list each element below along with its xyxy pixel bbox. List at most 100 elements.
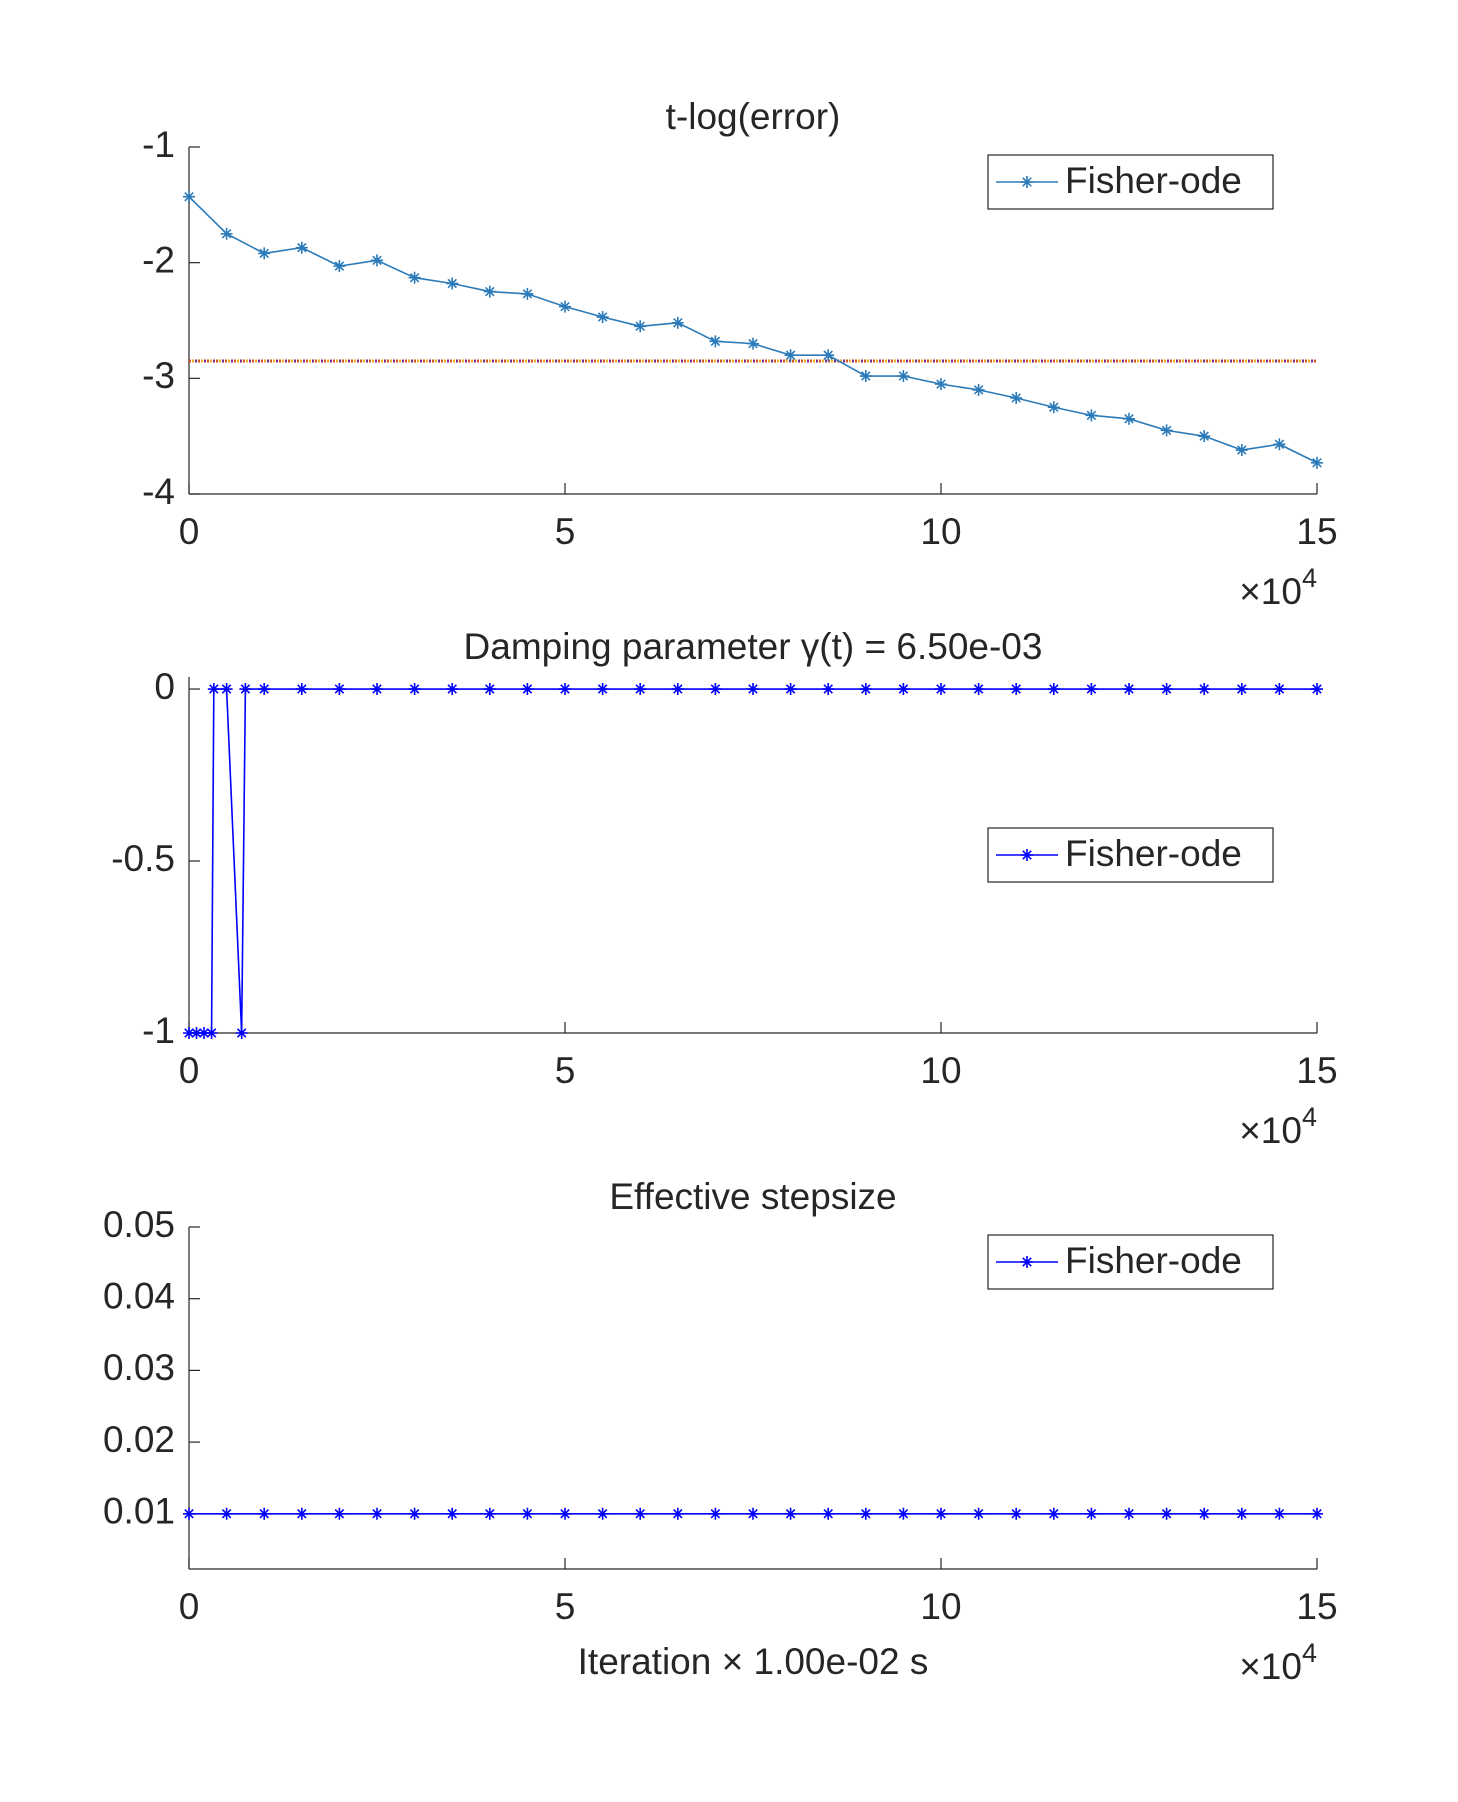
legend-label: Fisher-ode	[1065, 160, 1242, 201]
data-marker	[859, 683, 872, 696]
data-marker	[408, 1507, 421, 1520]
y-tick-label: -1	[142, 124, 175, 165]
data-marker	[747, 683, 759, 696]
y-tick-label: -4	[142, 471, 175, 512]
data-marker	[596, 683, 609, 696]
data-marker	[408, 271, 421, 284]
data-marker	[1047, 1507, 1060, 1520]
data-marker	[1123, 1507, 1135, 1520]
data-marker	[1047, 683, 1060, 696]
data-marker	[1235, 1507, 1248, 1520]
data-marker	[822, 1507, 835, 1520]
x-tick-label: 10	[920, 1586, 961, 1627]
data-marker	[897, 1507, 910, 1520]
data-marker	[1198, 1507, 1211, 1520]
data-marker	[483, 683, 496, 696]
data-marker	[1085, 1507, 1098, 1520]
multiplier-exponent: 4	[1302, 1638, 1317, 1668]
x-axis-label: Iteration × 1.00e-02 s	[578, 1641, 929, 1682]
data-marker	[371, 1507, 383, 1520]
data-marker	[1273, 683, 1286, 696]
x-tick-label: 0	[179, 1050, 200, 1091]
data-marker	[207, 683, 220, 696]
data-marker	[859, 1507, 872, 1520]
y-tick-label: 0.04	[103, 1275, 175, 1316]
data-line	[188, 196, 1318, 464]
legend-marker	[1021, 1256, 1033, 1268]
multiplier-exponent: 4	[1302, 563, 1317, 593]
x-tick-label: 5	[555, 1586, 576, 1627]
data-marker	[333, 683, 346, 696]
chart-title: Effective stepsize	[609, 1176, 896, 1217]
x-multiplier: ×104	[1239, 1638, 1317, 1687]
data-marker	[239, 683, 252, 696]
y-tick-label: 0.05	[103, 1204, 175, 1245]
legend-marker	[1021, 849, 1033, 861]
y-tick-label: -3	[142, 355, 175, 396]
data-marker	[559, 683, 571, 696]
multiplier-base: ×10	[1239, 1110, 1302, 1151]
data-marker	[190, 1027, 203, 1039]
x-tick-label: 5	[555, 1050, 576, 1091]
data-marker	[1235, 444, 1248, 457]
legend-label: Fisher-ode	[1065, 833, 1242, 874]
y-tick-label: -2	[142, 239, 175, 280]
data-marker	[1273, 438, 1286, 451]
y-tick-label: 0.02	[103, 1419, 175, 1460]
data-marker	[972, 683, 985, 696]
x-tick-label: 15	[1296, 1586, 1337, 1627]
x-tick-label: 15	[1296, 1050, 1337, 1091]
multiplier-base: ×10	[1239, 1646, 1302, 1687]
data-marker	[521, 683, 534, 696]
data-marker	[408, 683, 421, 696]
data-marker	[1123, 683, 1135, 696]
data-marker	[1160, 1507, 1173, 1520]
y-tick-label: -1	[142, 1010, 175, 1051]
data-marker	[784, 683, 797, 696]
data-marker	[709, 683, 722, 696]
data-marker	[1311, 1507, 1323, 1520]
data-marker	[235, 1027, 248, 1039]
data-marker	[205, 1027, 218, 1039]
data-marker	[596, 1507, 609, 1520]
x-tick-label: 15	[1296, 511, 1337, 552]
y-tick-label: 0	[154, 666, 175, 707]
data-marker	[1010, 391, 1023, 404]
data-marker	[634, 320, 647, 333]
data-marker	[1010, 683, 1023, 696]
data-marker	[295, 683, 308, 696]
data-marker	[822, 683, 835, 696]
data-marker	[521, 1507, 534, 1520]
data-marker	[972, 1507, 985, 1520]
data-marker	[220, 227, 233, 240]
x-tick-label: 10	[920, 1050, 961, 1091]
data-marker	[596, 311, 609, 324]
data-marker	[258, 247, 271, 260]
data-marker	[183, 1027, 195, 1039]
data-marker	[1010, 1507, 1023, 1520]
data-marker	[446, 683, 459, 696]
data-marker	[747, 1507, 759, 1520]
data-marker	[972, 383, 985, 396]
data-marker	[183, 190, 195, 203]
data-marker	[1085, 683, 1098, 696]
data-marker	[671, 316, 684, 329]
data-marker	[258, 683, 271, 696]
y-tick-label: 0.03	[103, 1347, 175, 1388]
data-marker	[371, 683, 383, 696]
data-marker	[935, 378, 947, 391]
data-marker	[1273, 1507, 1286, 1520]
data-marker	[198, 1027, 211, 1039]
legend-marker	[1021, 176, 1033, 188]
data-marker	[709, 335, 722, 348]
data-marker	[634, 1507, 647, 1520]
data-marker	[671, 683, 684, 696]
data-marker	[333, 1507, 346, 1520]
x-tick-label: 10	[920, 511, 961, 552]
data-marker	[559, 300, 571, 313]
multiplier-exponent: 4	[1302, 1102, 1317, 1132]
data-marker	[295, 241, 308, 254]
legend-label: Fisher-ode	[1065, 1240, 1242, 1281]
data-marker	[897, 683, 910, 696]
data-marker	[935, 1507, 947, 1520]
